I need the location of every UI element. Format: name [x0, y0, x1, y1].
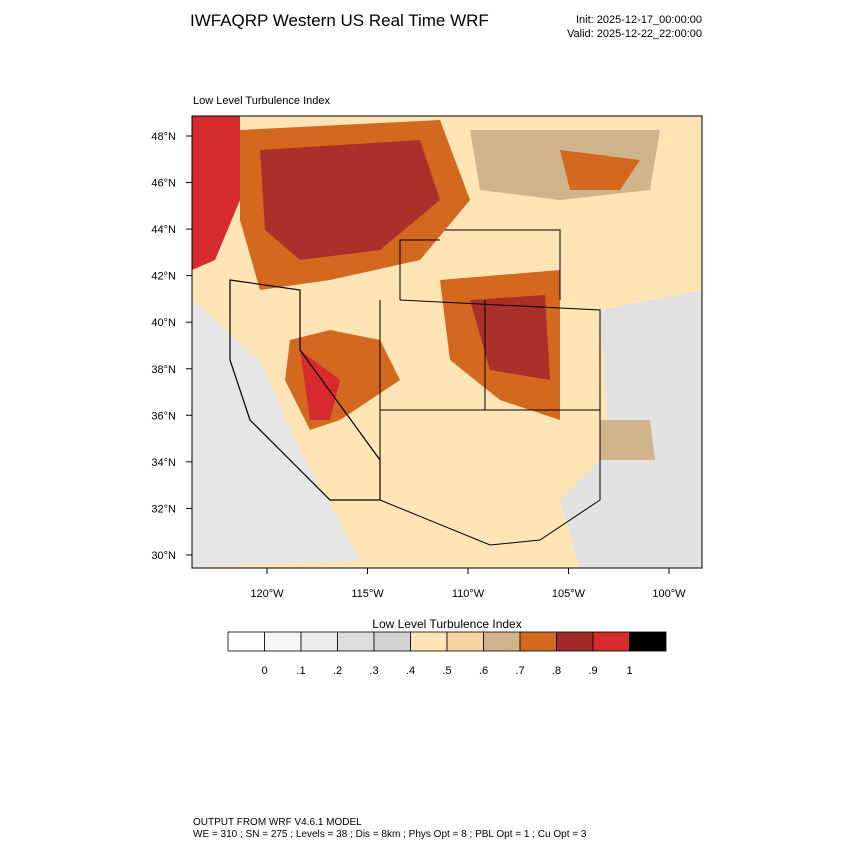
colorbar-box — [519, 631, 557, 652]
colorbar-label: .2 — [333, 665, 342, 677]
colorbar-label: .8 — [552, 665, 561, 677]
lat-label: 36°N — [151, 410, 176, 422]
colorbar-box — [373, 631, 411, 652]
colorbar-box — [592, 631, 630, 652]
map-field — [191, 115, 703, 569]
colorbar-label: .5 — [442, 665, 451, 677]
colorbar-label: .4 — [406, 665, 415, 677]
colorbar-box — [300, 631, 338, 652]
lat-label: 40°N — [151, 317, 176, 329]
lon-label: 115°W — [351, 588, 384, 600]
colorbar-label: 1 — [626, 665, 632, 677]
colorbar-box — [227, 631, 265, 652]
lat-label: 42°N — [151, 271, 176, 283]
valid-time: Valid: 2025-12-22_22:00:00 — [567, 28, 702, 40]
lon-label: 120°W — [250, 588, 284, 600]
colorbar-box — [483, 631, 521, 652]
colorbar-label: .9 — [588, 665, 597, 677]
footer-line: WE = 310 ; SN = 275 ; Levels = 38 ; Dis … — [193, 829, 587, 840]
colorbar-box — [337, 631, 375, 652]
lat-label: 46°N — [151, 178, 176, 190]
lat-label: 32°N — [151, 503, 176, 515]
lon-label: 110°W — [452, 588, 485, 600]
lon-label: 100°W — [652, 588, 686, 600]
lon-labels: 120°W 115°W 110°W 105°W 100°W — [250, 568, 686, 600]
colorbar-label: .7 — [515, 665, 524, 677]
colorbar-box — [446, 631, 484, 652]
lat-label: 34°N — [151, 457, 176, 469]
colorbar-label: 0 — [261, 665, 267, 677]
colorbar-box — [410, 631, 448, 652]
init-time: Init: 2025-12-17_00:00:00 — [576, 14, 702, 26]
footer-line: OUTPUT FROM WRF V4.6.1 MODEL — [193, 817, 362, 828]
colorbar-box — [264, 631, 302, 652]
colorbar-title: Low Level Turbulence Index — [372, 617, 521, 631]
colorbar-label: .3 — [369, 665, 378, 677]
colorbar-box — [629, 631, 667, 652]
lat-label: 30°N — [151, 550, 176, 562]
colorbar-label: .6 — [479, 665, 488, 677]
lat-label: 48°N — [151, 131, 176, 143]
lon-label: 105°W — [552, 588, 586, 600]
lat-label: 38°N — [151, 364, 176, 376]
title: IWFAQRP Western US Real Time WRF — [190, 11, 489, 30]
colorbar-box — [556, 631, 594, 652]
lat-label: 44°N — [151, 224, 176, 236]
colorbar: 0 .1 .2 .3 .4 .5 .6 .7 .8 .9 1 — [227, 631, 667, 677]
map-subtitle: Low Level Turbulence Index — [193, 95, 330, 107]
colorbar-label: .1 — [296, 665, 305, 677]
lat-labels: 48°N 46°N 44°N 42°N 40°N 38°N 36°N 34°N 32°N 30°N — [151, 131, 192, 562]
